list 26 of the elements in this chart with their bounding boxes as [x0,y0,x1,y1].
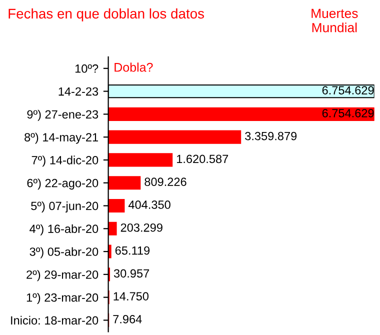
y-tick-label: 1º) 23-mar-20 [26,293,98,304]
data-label: 65.119 [115,246,150,255]
y-tick-label: 8º) 14-may-21 [24,132,98,144]
y-tick-label: 4º) 16-abr-20 [30,224,98,236]
y-tick-label: 14-2-23 [58,87,98,96]
y-tick-label: 3º) 05-abr-20 [30,247,98,258]
y-tick-label: 9º) 27-ene-23 [27,110,98,121]
data-label: 1.620.587 [177,154,228,164]
chart-title: Fechas en que doblan los datos [8,8,204,22]
data-label: 6.754.629 [322,86,374,94]
y-tick-label: 10º? [75,64,98,73]
data-label: 3.359.879 [245,132,297,140]
data-label: 7.964 [113,315,142,324]
y-tick-label: 2º) 29-mar-20 [26,270,98,282]
data-label: 203.299 [120,223,162,232]
y-tick-label: 5º) 07-jun-20 [31,201,98,212]
chart-subtitle: Muertes Mundial [312,8,358,32]
y-tick-label: 6º) 22-ago-20 [27,178,98,190]
data-label: 809.226 [144,178,186,186]
annotation: Dobla? [114,62,153,72]
y-tick-label: Inicio: 18-mar-20 [11,316,98,325]
y-tick-label: 7º) 14-dic-20 [32,156,98,167]
data-label: 30.957 [114,269,150,278]
data-label: 6.754.629 [322,108,374,118]
data-label: 404.350 [128,200,170,209]
data-label: 14.750 [114,292,149,300]
